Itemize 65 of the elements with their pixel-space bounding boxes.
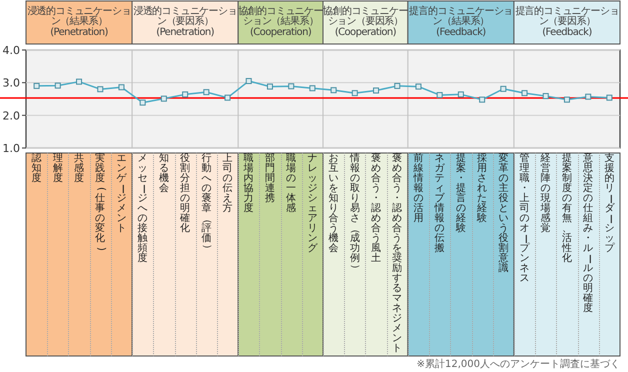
x-tick-label: 共感度 (73, 153, 86, 184)
point (266, 84, 273, 90)
category-label: 変革の主役という役割意識 (498, 153, 508, 274)
x-tick-label: 理解度 (52, 153, 64, 184)
text: 浸透的コミュニケーション（結果系） (Penetration) (26, 6, 132, 38)
point (76, 78, 82, 85)
point (458, 91, 464, 98)
x-tick-label: 上司の伝え方 (222, 153, 234, 214)
text: ※累計12,000人へのアンケート調査に基づく (416, 358, 620, 371)
point (500, 86, 506, 92)
text: 提言的コミュニケーション（結果系） (Feedback) (408, 6, 514, 38)
category-label: 行動への褒章（評価） (201, 153, 212, 254)
text: 提言的コミュニケーション（要因系） (Feedback) (514, 6, 620, 38)
x-tick-label: エンゲージメント (115, 153, 128, 234)
point (224, 94, 231, 101)
point (352, 90, 358, 96)
point (436, 92, 443, 98)
point (140, 100, 146, 106)
point (394, 82, 400, 89)
category-label: ナレッジシェアリング (307, 153, 318, 254)
point (182, 91, 188, 98)
y-tick-label: 1.0 (2, 142, 20, 155)
category-label: お互いを知り合う機会 (328, 153, 339, 254)
category-label: 実践度(仕事の変化) (95, 153, 106, 251)
point (564, 96, 570, 103)
point (54, 82, 61, 89)
x-tick-label: 職場の一体感 (285, 153, 298, 214)
x-tick-label: 提案・提言の経験 (454, 153, 467, 234)
category-label: メッセージへの接触頻度 (138, 153, 149, 264)
point (373, 88, 380, 94)
point (606, 94, 612, 101)
point (118, 84, 124, 90)
point (415, 84, 422, 90)
x-tick-label: 採用された経験 (476, 153, 488, 224)
point (542, 93, 549, 100)
point (203, 89, 210, 96)
point (330, 87, 337, 94)
x-tick-label: 職場内協力度 (242, 153, 255, 214)
x-tick-label: 経営陣の現場感覚 (540, 153, 552, 234)
category-label: 管理職・上司のオープンネス (520, 153, 531, 284)
category-label: 情報の取り易さ（成功例） (350, 153, 361, 274)
category-label: 支援的リーダーシップ (604, 153, 616, 254)
x-tick-label: 認知度 (30, 153, 43, 184)
category-label: 褒め合う・認め合うを奨励するマネジメント (392, 153, 402, 354)
x-tick-label: 前線情報の活用 (412, 153, 424, 224)
point (309, 85, 316, 92)
x-tick-label: 知る機会 (158, 153, 170, 194)
point (522, 90, 528, 96)
text: 浸透的コミュニケーション（要因系） (Penetration) (132, 6, 238, 38)
y-tick-label: 2.0 (2, 109, 20, 122)
y-tick-label: 3.0 (2, 76, 20, 90)
point (288, 83, 294, 90)
category-label: 褒め合う・認め合う風土 (371, 153, 382, 264)
category-label: 提案制度の有無、活性化 (562, 153, 572, 264)
point (34, 82, 40, 89)
category-label: ネガティブ情報の伝搬 (434, 153, 445, 254)
x-tick-label: 部門間連携 (264, 153, 276, 204)
point (585, 94, 592, 100)
point (246, 78, 252, 84)
x-tick-label: 役割分担の明確化 (179, 153, 192, 234)
point (97, 86, 104, 92)
point (479, 96, 486, 103)
y-tick-label: 4.0 (2, 44, 20, 57)
point (160, 96, 167, 102)
category-label: 意思決定の仕組み・ルールの明確度 (583, 153, 594, 314)
